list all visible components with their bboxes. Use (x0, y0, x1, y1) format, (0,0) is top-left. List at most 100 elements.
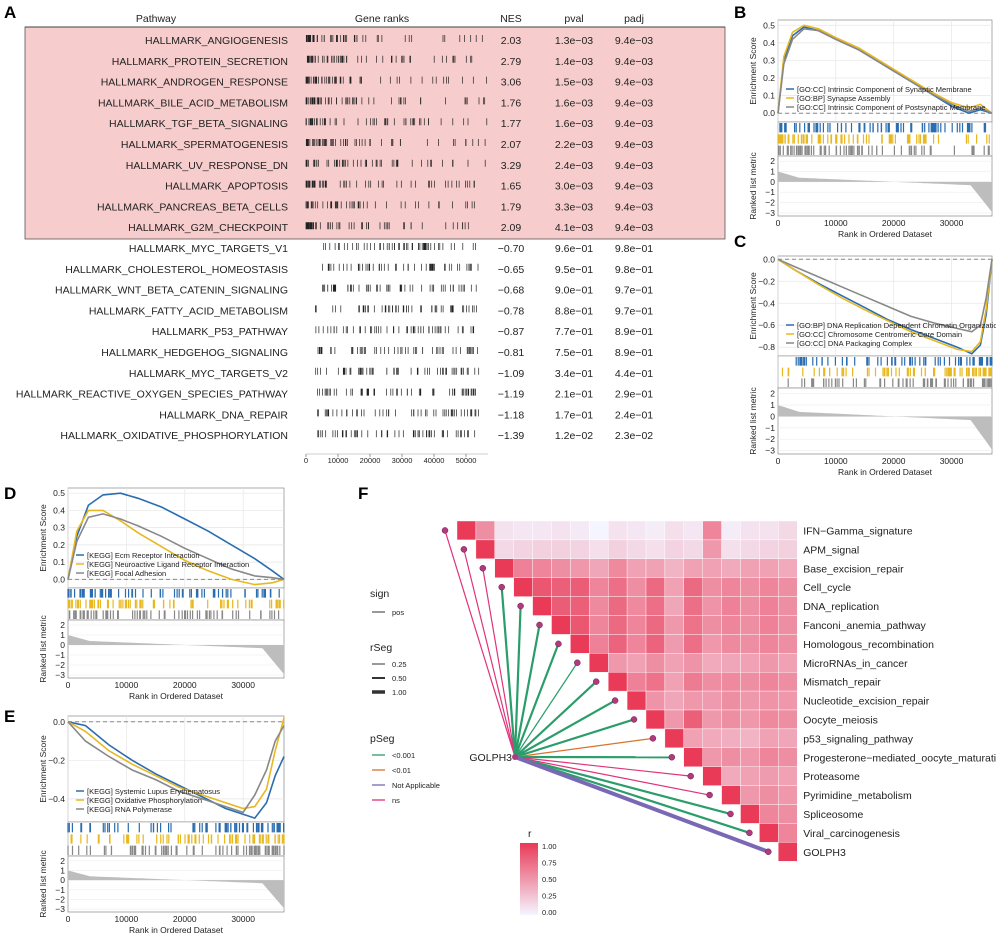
padj-value: 9.4e−03 (615, 77, 653, 89)
heatmap-cell (778, 709, 798, 730)
heatmap-cell (589, 577, 609, 597)
y-tick-label: 0.5 (763, 20, 775, 30)
heatmap-cell (645, 596, 666, 616)
panel-label-e: E (4, 707, 15, 726)
pathway-name: HALLMARK_BILE_ACID_METABOLISM (98, 97, 288, 109)
barcode-ticks (67, 845, 285, 855)
rank-tick-label: 40000 (424, 456, 445, 465)
heatmap-cell (664, 653, 685, 673)
nes-value: 2.79 (501, 56, 522, 68)
gene-rank-ticks (305, 35, 483, 42)
nes-value: −1.19 (498, 389, 525, 401)
heatmap-cell (721, 539, 741, 560)
heatmap-cell (778, 634, 798, 654)
padj-value: 8.9e−01 (615, 347, 653, 359)
heatmap-cell (664, 539, 685, 560)
y-tick-label: −0.2 (758, 276, 775, 286)
heatmap-row-label: Oocyte_meiosis (803, 714, 878, 726)
root-node (512, 754, 518, 760)
heatmap-cell (702, 728, 722, 749)
heatmap-cell (570, 558, 590, 578)
x-tick-label: 0 (66, 680, 71, 690)
heatmap-cell (551, 596, 571, 616)
heatmap-cell (778, 615, 798, 635)
table-row: HALLMARK_PANCREAS_BETA_CELLS 1.79 3.3e−03 9… (97, 201, 653, 213)
link-node (536, 621, 543, 629)
panel-label-d: D (4, 484, 16, 503)
table-row: HALLMARK_APOPTOSIS 1.65 3.0e−03 9.4e−03 (165, 180, 653, 193)
heatmap-cell (721, 709, 741, 730)
link-node (498, 583, 505, 591)
heatmap-cell (702, 539, 722, 560)
metric-area (778, 405, 992, 450)
barcode-ticks (67, 599, 285, 609)
rank-tick-label: 50000 (456, 456, 477, 465)
pval-value: 1.7e−01 (555, 409, 593, 421)
legend-label: [KEGG] Focal Adhesion (87, 569, 166, 578)
pathway-name: HALLMARK_OXIDATIVE_PHOSPHORYLATION (60, 430, 288, 442)
heatmap-cell (626, 690, 647, 711)
heatmap-cell (589, 558, 609, 578)
padj-value: 2.9e−01 (615, 389, 653, 401)
heatmap-cell (494, 558, 514, 578)
pval-value: 3.4e−01 (555, 368, 593, 380)
x-axis-label: Rank in Ordered Dataset (129, 925, 224, 935)
heatmap-cell (664, 690, 685, 711)
nes-value: −1.09 (498, 368, 525, 380)
heatmap-cell (683, 577, 703, 597)
heatmap-cell (759, 520, 779, 541)
heatmap-row-label: Viral_carcinogenesis (803, 828, 900, 840)
link-node (460, 546, 468, 553)
padj-value: 9.4e−03 (615, 35, 653, 47)
pathway-name: HALLMARK_MYC_TARGETS_V2 (129, 368, 288, 380)
heatmap-cell (778, 747, 798, 767)
gene-rank-ticks (305, 201, 475, 209)
gene-rank-ticks (323, 243, 476, 250)
gsea-plot-e: 0.0 −0.2 −0.4 [KEGG] Systemic Lupus Erythem… (38, 715, 285, 935)
heatmap-row-label: Homologous_recombination (803, 639, 934, 651)
legend-sign-title: sign (370, 588, 389, 600)
legend-rseg-label: 0.50 (392, 674, 407, 683)
pathway-name: HALLMARK_HEDGEHOG_SIGNALING (101, 347, 288, 359)
panel-label-a: A (4, 3, 16, 22)
table-row: HALLMARK_ANGIOGENESIS 2.03 1.3e−03 9.4e−03 (145, 35, 653, 47)
x-axis-label: Rank in Ordered Dataset (838, 467, 933, 477)
gene-rank-ticks (305, 76, 487, 84)
heatmap-cell (626, 653, 647, 673)
link-node (479, 565, 487, 572)
pathway-name: HALLMARK_ANDROGEN_RESPONSE (101, 77, 288, 89)
gene-rank-ticks (306, 55, 473, 63)
gene-rank-ticks (322, 284, 477, 292)
table-header-gene-ranks: Gene ranks (355, 13, 409, 25)
metric-tick-label: −3 (765, 208, 775, 218)
y-tick-label: 0.2 (763, 73, 775, 83)
heatmap-cell (759, 709, 779, 730)
padj-value: 8.9e−01 (615, 326, 653, 338)
heatmap-cell (683, 653, 703, 673)
x-tick-label: 20000 (882, 218, 906, 228)
pval-value: 4.1e−03 (555, 222, 593, 234)
padj-value: 9.4e−03 (615, 139, 653, 151)
gene-rank-ticks (305, 159, 486, 167)
pathway-name: HALLMARK_TGF_BETA_SIGNALING (109, 118, 288, 130)
pathway-name: HALLMARK_P53_PATHWAY (152, 326, 288, 338)
link-node (555, 640, 562, 648)
table-row: HALLMARK_G2M_CHECKPOINT 2.09 4.1e−03 9.4e−0… (128, 222, 653, 234)
gene-rank-ticks (305, 180, 475, 188)
gene-rank-ticks (322, 263, 479, 271)
heatmap-cell (570, 539, 590, 560)
heatmap-cell (683, 520, 703, 541)
x-tick-label: 30000 (231, 680, 255, 690)
heatmap-cell (778, 785, 798, 805)
table-row: HALLMARK_OXIDATIVE_PHOSPHORYLATION −1.39 1… (60, 430, 653, 442)
heatmap-cell (570, 577, 590, 597)
heatmap-cell (645, 709, 666, 730)
gene-rank-ticks (305, 139, 486, 146)
correlation-link (514, 718, 635, 759)
heatmap-cell (513, 558, 533, 578)
heatmap-cell (759, 728, 779, 749)
metric-tick-label: 2 (60, 620, 65, 630)
es-line (67, 492, 285, 581)
es-line (777, 27, 993, 114)
heatmap-cell (608, 520, 628, 541)
